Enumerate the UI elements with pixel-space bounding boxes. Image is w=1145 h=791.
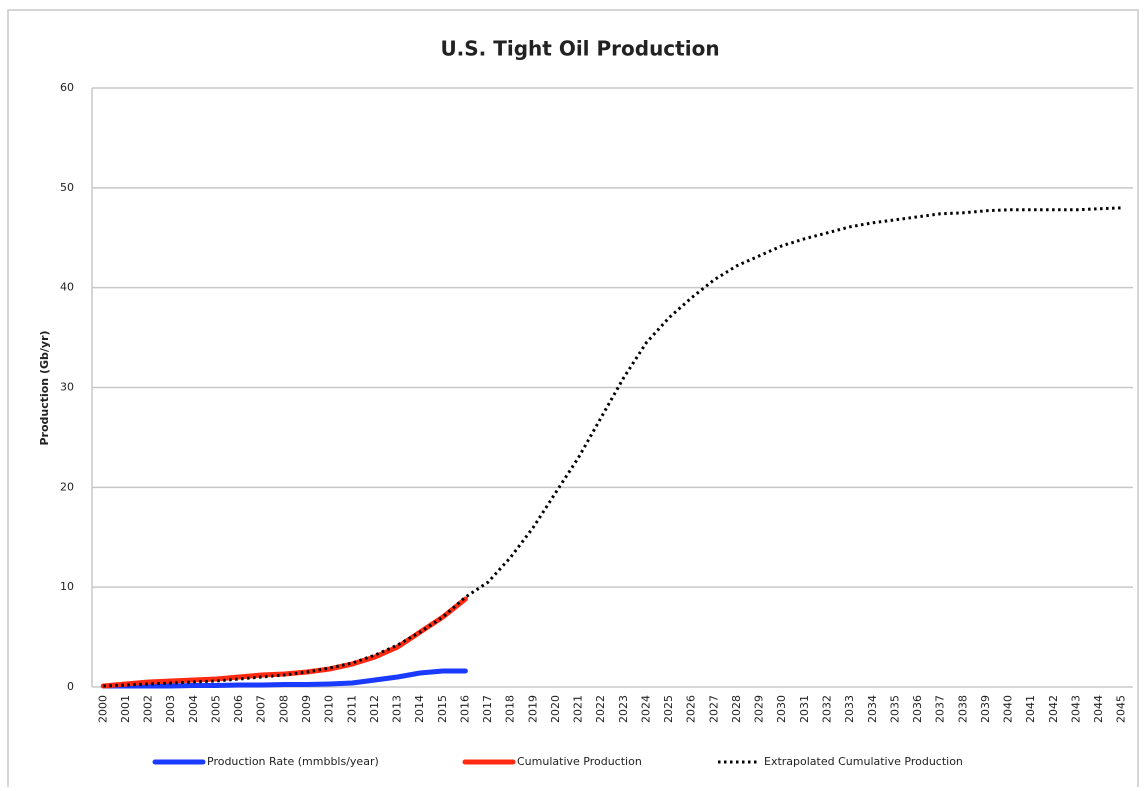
x-tick-label: 2017 [481,695,494,723]
x-tick-label: 2038 [956,695,969,723]
x-tick-label: 2020 [549,695,562,723]
x-tick-label: 2034 [866,695,879,723]
series-line [103,206,1122,688]
chart-frame [7,9,1139,787]
x-tick-label: 2029 [753,695,766,723]
x-tick-label: 2027 [707,695,720,723]
x-tick-label: 2036 [911,695,924,723]
x-tick-label: 2045 [1115,695,1128,723]
y-tick-label: 40 [60,281,74,294]
x-tick-label: 2010 [323,695,336,723]
legend-label: Extrapolated Cumulative Production [764,755,963,768]
x-tick-label: 2035 [888,695,901,723]
x-tick-label: 2022 [594,695,607,723]
x-tick-label: 2006 [232,695,245,723]
x-tick-label: 2031 [798,695,811,723]
x-tick-label: 2021 [572,695,585,723]
x-tick-label: 2030 [775,695,788,723]
x-tick-label: 2024 [639,695,652,723]
x-tick-label: 2015 [436,695,449,723]
x-tick-label: 2044 [1092,695,1105,723]
y-tick-label: 30 [60,381,74,394]
x-tick-label: 2001 [119,695,132,723]
x-tick-label: 2005 [209,695,222,723]
x-tick-label: 2019 [526,695,539,723]
y-tick-label: 10 [60,580,74,593]
x-tick-label: 2023 [617,695,630,723]
x-tick-label: 2009 [300,695,313,723]
y-tick-label: 0 [67,680,74,693]
x-tick-label: 2002 [142,695,155,723]
x-tick-label: 2008 [277,695,290,723]
chart-title: U.S. Tight Oil Production [440,37,719,61]
x-tick-label: 2043 [1069,695,1082,723]
x-tick-label: 2004 [187,695,200,723]
x-tick-label: 2003 [164,695,177,723]
legend-label: Cumulative Production [517,755,642,768]
x-tick-label: 2014 [413,695,426,723]
y-tick-label: 20 [60,480,74,493]
x-tick-label: 2033 [843,695,856,723]
x-tick-label: 2000 [96,695,109,723]
y-tick-label: 60 [60,81,74,94]
series-line [100,668,468,689]
legend-label: Production Rate (mmbbls/year) [207,755,379,768]
x-tick-label: 2040 [1002,695,1015,723]
x-tick-label: 2011 [345,695,358,723]
x-tick-label: 2013 [391,695,404,723]
x-tick-label: 2016 [458,695,471,723]
x-tick-label: 2039 [979,695,992,723]
x-tick-label: 2041 [1024,695,1037,723]
x-tick-label: 2032 [820,695,833,723]
x-tick-label: 2007 [255,695,268,723]
x-tick-label: 2037 [934,695,947,723]
x-tick-label: 2026 [685,695,698,723]
x-tick-label: 2012 [368,695,381,723]
x-tick-label: 2042 [1047,695,1060,723]
x-tick-label: 2028 [730,695,743,723]
x-tick-label: 2018 [504,695,517,723]
x-tick-label: 2025 [662,695,675,723]
y-axis-label: Production (Gb/yr) [38,330,51,445]
y-tick-label: 50 [60,181,74,194]
